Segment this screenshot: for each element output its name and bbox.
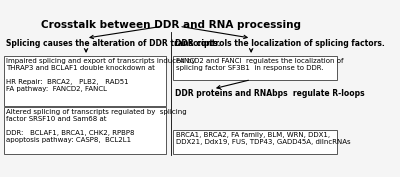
Text: Crosstalk between DDR and RNA processing: Crosstalk between DDR and RNA processing bbox=[41, 19, 301, 30]
FancyBboxPatch shape bbox=[173, 130, 337, 154]
Text: DDR proteins and RNAbps  regulate R-loops: DDR proteins and RNAbps regulate R-loops bbox=[175, 89, 364, 98]
FancyBboxPatch shape bbox=[4, 56, 166, 106]
Text: Impaired splicing and export of transcripts induced by
THRAP3 and BCLAF1 double : Impaired splicing and export of transcri… bbox=[6, 58, 196, 92]
FancyBboxPatch shape bbox=[173, 56, 337, 80]
Text: Splicing causes the alteration of DDR transcripts.: Splicing causes the alteration of DDR tr… bbox=[6, 39, 220, 48]
Text: DDR controls the localization of splicing factors.: DDR controls the localization of splicin… bbox=[175, 39, 385, 48]
Text: Altered splicing of transcripts regulated by  splicing
factor SRSF10 and Sam68 a: Altered splicing of transcripts regulate… bbox=[6, 109, 187, 143]
Text: FANCD2 and FANCI  regulates the localization of
splicing factor SF3B1  in respon: FANCD2 and FANCI regulates the localizat… bbox=[176, 58, 343, 72]
Text: BRCA1, BRCA2, FA family, BLM, WRN, DDX1,
DDX21, Ddx19, FUS, TDP43, GADD45A, diln: BRCA1, BRCA2, FA family, BLM, WRN, DDX1,… bbox=[176, 132, 350, 145]
FancyBboxPatch shape bbox=[4, 107, 166, 154]
